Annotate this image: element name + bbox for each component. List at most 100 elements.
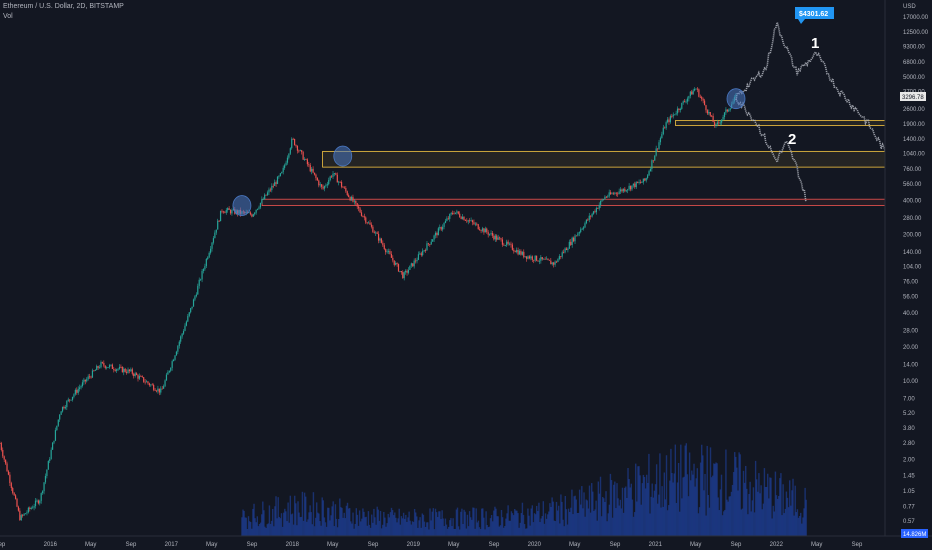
volume-bar <box>422 514 425 536</box>
volume-bar <box>695 478 697 536</box>
volume-bar <box>609 473 612 536</box>
candle-body <box>604 196 606 200</box>
candle-body <box>477 224 479 230</box>
candle-body <box>407 269 410 273</box>
candle-body <box>638 181 640 183</box>
volume-bar <box>574 495 576 536</box>
volume-bar <box>778 495 780 536</box>
volume-bar <box>719 489 722 536</box>
volume-bar <box>510 511 513 536</box>
candle-body <box>553 262 555 265</box>
volume-bar <box>288 522 290 536</box>
candle-body <box>163 386 165 389</box>
price-tick-label: 0.77 <box>903 504 915 510</box>
candle-body <box>114 369 116 371</box>
volume-bar <box>310 512 312 536</box>
volume-bar <box>375 524 377 536</box>
candle-body <box>88 376 91 378</box>
candle-body <box>563 252 565 254</box>
candle-body <box>645 177 647 181</box>
candle-body <box>669 116 671 123</box>
candle-body <box>138 376 141 379</box>
price-tick-label: 17000.00 <box>903 15 929 21</box>
time-tick-label: 2021 <box>649 542 663 548</box>
volume-bar <box>426 522 428 536</box>
candle-body <box>379 238 381 241</box>
candle-body <box>672 114 674 117</box>
volume-bar <box>248 521 251 536</box>
candle-body <box>359 208 361 213</box>
candle-body <box>595 208 597 213</box>
volume-bar <box>730 491 733 536</box>
price-tick-label: 6800.00 <box>903 60 925 66</box>
volume-bar <box>393 515 395 536</box>
volume-bar <box>285 511 287 536</box>
candle-body <box>574 235 576 242</box>
candle-body <box>375 232 377 234</box>
candle-body <box>217 220 219 230</box>
volume-bar <box>562 519 564 536</box>
candle-body <box>322 186 324 189</box>
candle-body <box>414 260 417 262</box>
volume-bar <box>451 526 453 536</box>
candle-body <box>358 206 360 209</box>
volume-bar <box>416 516 418 536</box>
volume-bar <box>725 449 727 536</box>
candle-body <box>557 259 559 263</box>
candle-body <box>551 262 553 265</box>
volume-bar <box>269 523 272 536</box>
volume-bar <box>519 522 521 536</box>
volume-bar <box>785 491 788 536</box>
candle-body <box>487 232 489 235</box>
candle-body <box>140 376 142 377</box>
volume-bar <box>773 511 776 536</box>
candle-body <box>369 222 371 225</box>
volume-bar <box>691 470 693 536</box>
volume-bar <box>258 523 261 536</box>
volume-bar <box>504 525 506 536</box>
volume-bar <box>477 520 480 536</box>
volume-bar <box>617 498 619 536</box>
candle-body <box>255 209 257 213</box>
volume-bar <box>493 510 495 536</box>
volume-bar <box>383 511 385 536</box>
candle-body <box>530 256 532 259</box>
volume-bar <box>254 518 256 536</box>
candle-body <box>126 371 128 373</box>
time-tick-label: Sep <box>247 542 258 548</box>
candle-body <box>54 430 57 441</box>
candle-body <box>194 296 196 300</box>
volume-bar <box>242 509 244 536</box>
volume-bar <box>803 508 805 536</box>
volume-bar <box>473 507 475 536</box>
candle-body <box>469 220 471 222</box>
candle-body <box>647 175 649 178</box>
volume-bar <box>758 473 760 536</box>
volume-bar <box>462 523 464 536</box>
candle-body <box>514 251 516 253</box>
volume-bar <box>417 527 419 536</box>
volume-bar <box>594 509 596 536</box>
candle-body <box>617 193 619 195</box>
volume-bar <box>316 502 318 536</box>
volume-bar <box>377 509 380 536</box>
volume-bar <box>759 493 761 536</box>
candle-body <box>135 373 138 375</box>
volume-bar <box>584 516 586 536</box>
volume-bar <box>508 520 510 536</box>
candle-body <box>305 159 307 160</box>
volume-bar <box>300 516 303 536</box>
volume-bar <box>371 514 373 536</box>
volume-bar <box>520 513 523 536</box>
volume-bar <box>325 526 328 536</box>
volume-bar <box>277 497 279 536</box>
volume-bar <box>365 516 367 536</box>
volume-bar <box>650 496 652 536</box>
candle-body <box>417 254 420 260</box>
volume-bar <box>605 491 607 536</box>
candle-body <box>53 440 55 443</box>
candle-body <box>611 193 613 195</box>
candle-body <box>642 178 644 183</box>
candle-body <box>191 306 193 309</box>
